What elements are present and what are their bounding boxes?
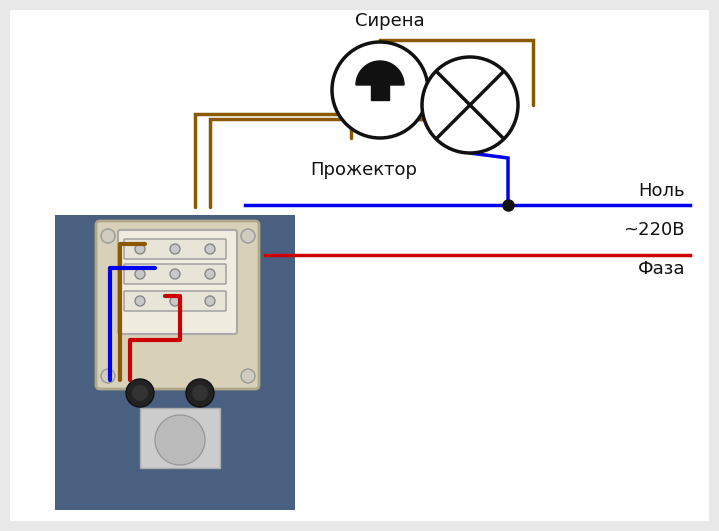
Text: ~220В: ~220В [623,221,685,239]
Text: Прожектор: Прожектор [310,161,417,179]
Circle shape [192,385,208,401]
FancyBboxPatch shape [124,239,226,259]
Circle shape [332,42,428,138]
Circle shape [186,379,214,407]
FancyBboxPatch shape [118,230,237,334]
Circle shape [170,296,180,306]
FancyBboxPatch shape [8,8,711,523]
FancyBboxPatch shape [96,221,259,389]
Circle shape [101,229,115,243]
Circle shape [126,379,154,407]
Text: Фаза: Фаза [638,260,685,278]
FancyBboxPatch shape [124,291,226,311]
Circle shape [155,415,205,465]
Circle shape [241,369,255,383]
Circle shape [205,244,215,254]
Circle shape [132,385,148,401]
Circle shape [205,296,215,306]
Circle shape [135,244,145,254]
Circle shape [241,229,255,243]
Circle shape [170,269,180,279]
Bar [55,215,295,510]
FancyBboxPatch shape [124,264,226,284]
Circle shape [135,296,145,306]
Bar [140,408,220,468]
Text: Сирена: Сирена [355,12,425,30]
Circle shape [135,269,145,279]
Polygon shape [356,61,404,85]
Bar [371,85,389,100]
Text: Ноль: Ноль [638,182,685,200]
Circle shape [101,369,115,383]
Circle shape [205,269,215,279]
Circle shape [170,244,180,254]
Circle shape [422,57,518,153]
